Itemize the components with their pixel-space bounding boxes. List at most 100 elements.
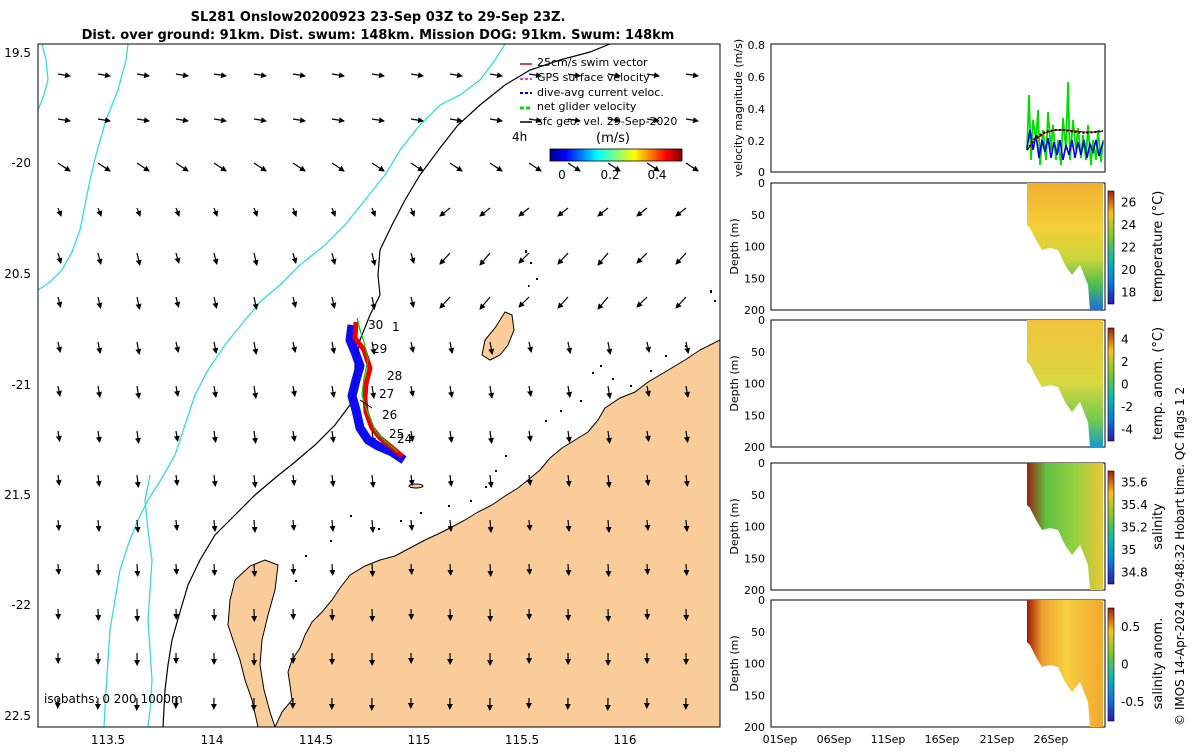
legend-net-glider: net glider velocity xyxy=(537,100,637,113)
colorbar-tick: 0 xyxy=(1121,378,1129,392)
velocity-yaxis: 0.8 0.6 0.4 0.2 0 xyxy=(748,39,766,179)
lat-tick: 20.5 xyxy=(4,267,31,281)
map-panel[interactable]: 30 1 29 28 27 26 25 24 19.5 -20 20.5 -21… xyxy=(4,44,720,747)
lat-tick: -22 xyxy=(11,598,31,612)
colorbar-title: (m/s) xyxy=(596,131,630,146)
isobaths-label: isobaths: 0 200 1000m xyxy=(44,692,183,706)
colorbar-tick: 34.8 xyxy=(1121,566,1148,580)
ytick: 0 xyxy=(758,177,765,190)
ytick: 50 xyxy=(751,626,765,639)
xtick: 16Sep xyxy=(925,733,960,746)
xtick: 21Sep xyxy=(980,733,1015,746)
velocity-panel[interactable]: 0.8 0.6 0.4 0.2 0 velocity magnitude (m/… xyxy=(732,39,1105,179)
colorbar-tick: 20 xyxy=(1121,263,1136,277)
title-line-1: SL281 Onslow20200923 23-Sep 03Z to 29-Se… xyxy=(191,10,566,25)
speed-colorbar xyxy=(550,149,682,161)
ytick: 0 xyxy=(758,457,765,470)
colorbar-tick: 2 xyxy=(1121,355,1129,369)
footer-credit: © IMOS 14-Apr-2024 09:48:32 Hobart time.… xyxy=(1173,387,1187,726)
lat-tick: 21.5 xyxy=(4,488,31,502)
xtick: 11Sep xyxy=(871,733,906,746)
longitude-axis: 113.5 114 114.5 115 115.5 116 xyxy=(91,733,637,747)
ytick: 50 xyxy=(751,346,765,359)
colorbar-tick: 35.4 xyxy=(1121,498,1148,512)
legend-dive-avg: dive-avg current veloc. xyxy=(537,86,664,99)
colorbar-tick: 0 xyxy=(1121,658,1129,672)
ytick: 0.8 xyxy=(748,39,766,52)
ytick: 100 xyxy=(744,378,765,391)
colorbar-tick: 35.2 xyxy=(1121,521,1148,535)
lat-tick: -21 xyxy=(11,378,31,392)
colorbar-tick: 0.2 xyxy=(600,168,619,182)
colorbar-tick: 0.4 xyxy=(647,168,666,182)
ytick: 50 xyxy=(751,489,765,502)
lon-tick: 114.5 xyxy=(299,733,333,747)
time-axis: 01Sep 06Sep 11Sep 16Sep 21Sep 26Sep xyxy=(763,733,1069,746)
colorbar-tick: 18 xyxy=(1121,286,1136,300)
lon-tick: 115.5 xyxy=(505,733,539,747)
ytick: 100 xyxy=(744,521,765,534)
temperature-ylabel: Depth (m) xyxy=(728,218,741,274)
lat-tick: 22.5 xyxy=(4,709,31,723)
day-label-29: 29 xyxy=(372,342,387,356)
temperature-colorbar xyxy=(1108,191,1114,304)
lat-tick: 19.5 xyxy=(4,46,31,60)
colorbar-tick: -0.5 xyxy=(1121,695,1144,709)
sal_anom-cblabel: salinity anom. xyxy=(1151,618,1166,710)
sal_anom-ylabel: Depth (m) xyxy=(728,635,741,691)
ytick: 0.6 xyxy=(748,71,766,84)
ytick: 100 xyxy=(744,241,765,254)
lon-tick: 113.5 xyxy=(91,733,125,747)
legend-time-step: 4h xyxy=(512,130,527,144)
salinity-colorbar xyxy=(1108,471,1114,584)
lon-tick: 114 xyxy=(201,733,224,747)
day-label-28: 28 xyxy=(387,369,402,383)
xtick: 01Sep xyxy=(763,733,798,746)
temp_anom-cblabel: temp. anom. (°C) xyxy=(1151,327,1166,440)
ytick: 150 xyxy=(744,689,765,702)
ytick: 100 xyxy=(744,658,765,671)
colorbar-tick: -4 xyxy=(1121,423,1133,437)
day-label-30: 30 xyxy=(368,318,383,332)
legend-swim-vector: 25cm/s swim vector xyxy=(537,56,648,69)
colorbar-tick: 35.6 xyxy=(1121,475,1148,489)
lat-tick: -20 xyxy=(11,156,31,170)
colorbar-tick: 26 xyxy=(1121,195,1136,209)
colorbar-tick: 35 xyxy=(1121,543,1136,557)
temp_anom-colorbar xyxy=(1108,328,1114,441)
xtick: 06Sep xyxy=(817,733,852,746)
day-label-24: 24 xyxy=(397,432,412,446)
velocity-ylabel: velocity magnitude (m/s) xyxy=(732,39,745,177)
ytick: 50 xyxy=(751,209,765,222)
ytick: 0 xyxy=(758,314,765,327)
day-label-26: 26 xyxy=(382,408,397,422)
salinity-ylabel: Depth (m) xyxy=(728,498,741,554)
ytick: 150 xyxy=(744,409,765,422)
salinity-cblabel: salinity xyxy=(1151,503,1166,550)
ytick: 0.2 xyxy=(748,135,766,148)
legend-gps-velocity: GPS surface velocity xyxy=(537,71,650,84)
small-island xyxy=(409,484,423,488)
lon-tick: 116 xyxy=(614,733,637,747)
day-label-1: 1 xyxy=(392,320,400,334)
ytick: 150 xyxy=(744,552,765,565)
lon-tick: 115 xyxy=(408,733,431,747)
ytick: 200 xyxy=(744,441,765,454)
day-label-27: 27 xyxy=(379,387,394,401)
title-line-2: Dist. over ground: 91km. Dist. swum: 148… xyxy=(82,28,675,43)
temp_anom-ylabel: Depth (m) xyxy=(728,355,741,411)
temperature-cblabel: temperature (°C) xyxy=(1151,191,1166,303)
legend-sfc-geo: sfc geo. vel. 29-Sep-2020 xyxy=(537,115,677,128)
colorbar-tick: 4 xyxy=(1121,332,1129,346)
ytick: 0 xyxy=(758,594,765,607)
colorbar-tick: 0 xyxy=(558,168,566,182)
xtick: 26Sep xyxy=(1034,733,1069,746)
colorbar-tick: 22 xyxy=(1121,241,1136,255)
colorbar-tick: 24 xyxy=(1121,218,1136,232)
